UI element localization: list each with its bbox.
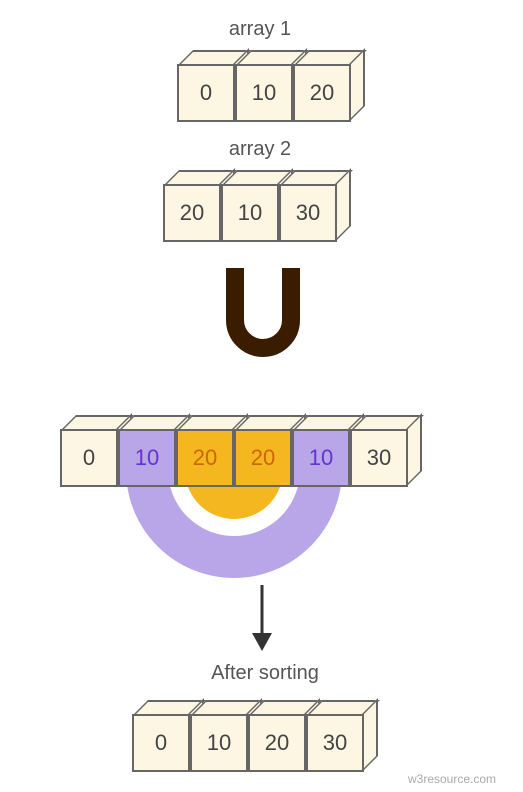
merged-cube-3: 20 bbox=[234, 415, 292, 473]
merged-value-4: 10 bbox=[292, 429, 350, 487]
merged-cube-4: 10 bbox=[292, 415, 350, 473]
sorted-value-2: 20 bbox=[248, 714, 306, 772]
merged-value-0: 0 bbox=[60, 429, 118, 487]
array2-value-0: 20 bbox=[163, 184, 221, 242]
array1-value-2: 20 bbox=[293, 64, 351, 122]
array1-cube-0: 0 bbox=[177, 50, 235, 108]
array2-label: array 2 bbox=[215, 138, 305, 161]
array1-cube-2: 20 bbox=[293, 50, 351, 108]
array2-value-2: 30 bbox=[279, 184, 337, 242]
sorted-cube-1: 10 bbox=[190, 700, 248, 758]
array2-value-1: 10 bbox=[221, 184, 279, 242]
merged-cube-0: 0 bbox=[60, 415, 118, 473]
merged-value-1: 10 bbox=[118, 429, 176, 487]
sorted-value-3: 30 bbox=[306, 714, 364, 772]
merged-cube-5: 30 bbox=[350, 415, 408, 473]
array1-value-0: 0 bbox=[177, 64, 235, 122]
merged-cube-2: 20 bbox=[176, 415, 234, 473]
diagram-canvas: array 1 array 2 After sorting 0 10 20 20… bbox=[0, 0, 523, 792]
after-sorting-label: After sorting bbox=[200, 662, 330, 685]
sorted-cube-2: 20 bbox=[248, 700, 306, 758]
merged-value-3: 20 bbox=[234, 429, 292, 487]
array1-value-1: 10 bbox=[235, 64, 293, 122]
arrow-down-icon bbox=[248, 585, 276, 653]
array1-label: array 1 bbox=[215, 18, 305, 41]
merged-cube-1: 10 bbox=[118, 415, 176, 473]
merged-value-2: 20 bbox=[176, 429, 234, 487]
merged-value-5: 30 bbox=[350, 429, 408, 487]
sorted-value-1: 10 bbox=[190, 714, 248, 772]
array2-cube-2: 30 bbox=[279, 170, 337, 228]
watermark-text: w3resource.com bbox=[408, 772, 496, 786]
union-symbol-icon bbox=[225, 268, 301, 364]
array2-cube-0: 20 bbox=[163, 170, 221, 228]
array1-cube-1: 10 bbox=[235, 50, 293, 108]
sorted-cube-3: 30 bbox=[306, 700, 364, 758]
sorted-cube-0: 0 bbox=[132, 700, 190, 758]
sorted-value-0: 0 bbox=[132, 714, 190, 772]
array2-cube-1: 10 bbox=[221, 170, 279, 228]
